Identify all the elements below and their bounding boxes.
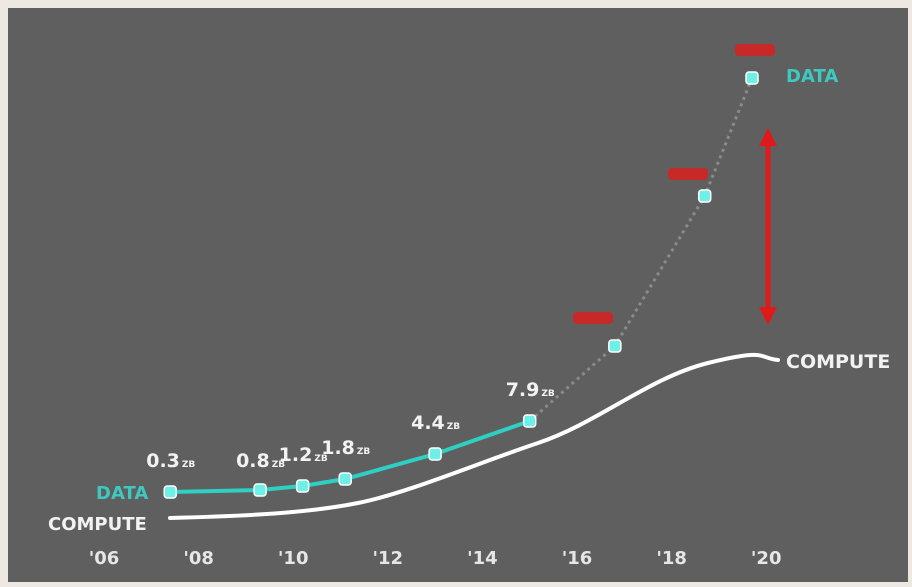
data-value-label: 4.4 ZB — [411, 412, 460, 434]
x-tick-label: '06 — [89, 548, 120, 569]
gap-arrow-head-down — [759, 307, 777, 325]
x-tick-label: '14 — [467, 548, 498, 569]
gap-arrow-head-up — [759, 128, 777, 146]
data-series-label-end: DATA — [786, 66, 838, 87]
data-point — [745, 71, 759, 85]
compute-line — [168, 352, 780, 520]
chart-panel: 0.3 ZB 0.8 ZB 1.2 ZB 1.8 ZB 4.4 ZB 7.9 ZB DATA DATA CO… — [8, 8, 908, 582]
x-tick-label: '12 — [373, 548, 404, 569]
data-point — [522, 414, 537, 428]
data-line-actual — [170, 419, 531, 494]
x-tick-label: '08 — [183, 548, 214, 569]
x-tick-label: '10 — [278, 548, 309, 569]
compute-series-label-end: COMPUTE — [786, 351, 890, 373]
x-tick-label: '16 — [562, 548, 593, 569]
projected-value-mark — [668, 168, 708, 180]
data-value-label: 7.9 ZB — [506, 379, 555, 401]
data-line-projected — [528, 77, 754, 423]
data-point — [338, 472, 352, 486]
data-series-label: DATA — [96, 483, 148, 504]
data-point — [163, 485, 177, 499]
data-value-label: 0.3 ZB — [146, 450, 195, 472]
compute-series-label: COMPUTE — [48, 514, 147, 535]
projected-value-mark — [573, 312, 613, 324]
x-tick-label: '20 — [751, 548, 782, 569]
chart-svg: 0.3 ZB 0.8 ZB1.2 ZB1.8 ZB4.4 ZB7.9 ZBDATADATACO… — [48, 44, 890, 569]
data-point — [608, 339, 622, 353]
projected-value-mark — [735, 44, 775, 56]
x-tick-label: '18 — [656, 548, 687, 569]
data-value-label: 1.8 ZB — [321, 437, 370, 459]
data-point — [295, 479, 310, 493]
data-point — [428, 447, 442, 461]
data-point — [697, 189, 712, 203]
data-point — [253, 483, 267, 497]
